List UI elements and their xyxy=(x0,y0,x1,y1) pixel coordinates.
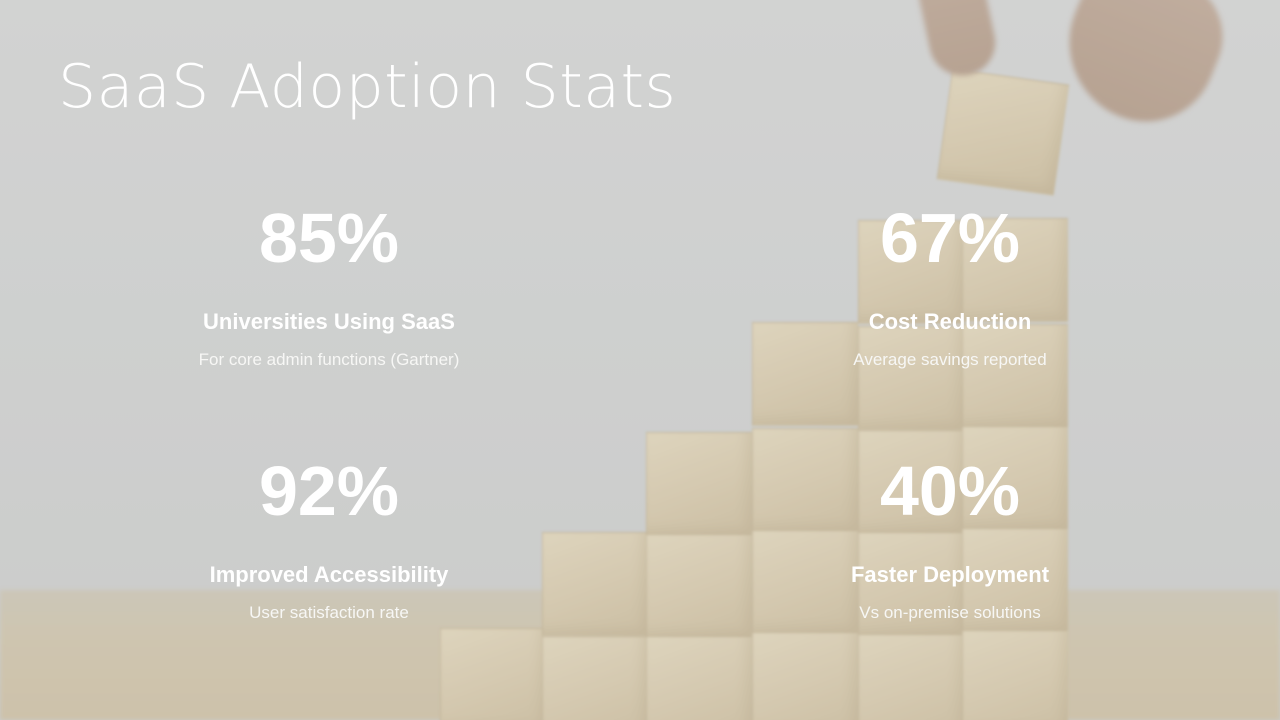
wooden-block xyxy=(542,636,648,720)
wooden-block xyxy=(646,636,752,720)
stat-note: Average savings reported xyxy=(853,350,1047,369)
wooden-block xyxy=(752,322,858,426)
stat-card-accessibility: 92% Improved Accessibility User satisfac… xyxy=(119,451,539,624)
stat-value: 85% xyxy=(258,199,400,277)
wooden-block xyxy=(962,630,1068,720)
stat-note: User satisfaction rate xyxy=(249,603,409,622)
wooden-block xyxy=(646,534,752,638)
stat-note: Vs on-premise solutions xyxy=(859,603,1041,622)
stat-card-cost-reduction: 67% Cost Reduction Average savings repor… xyxy=(740,198,1160,371)
stat-note: For core admin functions (Gartner) xyxy=(198,350,460,369)
wooden-block xyxy=(752,632,858,720)
stat-label: Universities Using SaaS xyxy=(203,309,455,334)
stat-label: Cost Reduction xyxy=(868,309,1032,334)
wooden-block xyxy=(752,428,858,532)
stat-card-universities: 85% Universities Using SaaS For core adm… xyxy=(119,198,539,371)
stat-value: 40% xyxy=(879,452,1021,530)
wooden-block xyxy=(962,324,1068,428)
stat-label: Improved Accessibility xyxy=(209,562,449,587)
wooden-block xyxy=(858,326,964,430)
wooden-block xyxy=(962,218,1068,322)
stat-card-deployment: 40% Faster Deployment Vs on-premise solu… xyxy=(740,451,1160,624)
wooden-block xyxy=(752,530,858,634)
slide-title: SaaS Adoption Stats xyxy=(58,52,677,122)
wooden-block xyxy=(646,432,752,536)
wooden-block xyxy=(440,628,546,720)
stat-value: 67% xyxy=(879,199,1021,277)
wooden-block xyxy=(962,528,1068,632)
stat-label: Faster Deployment xyxy=(850,562,1050,587)
stat-value: 92% xyxy=(258,452,400,530)
wooden-block xyxy=(858,220,964,324)
wooden-block xyxy=(962,426,1068,530)
